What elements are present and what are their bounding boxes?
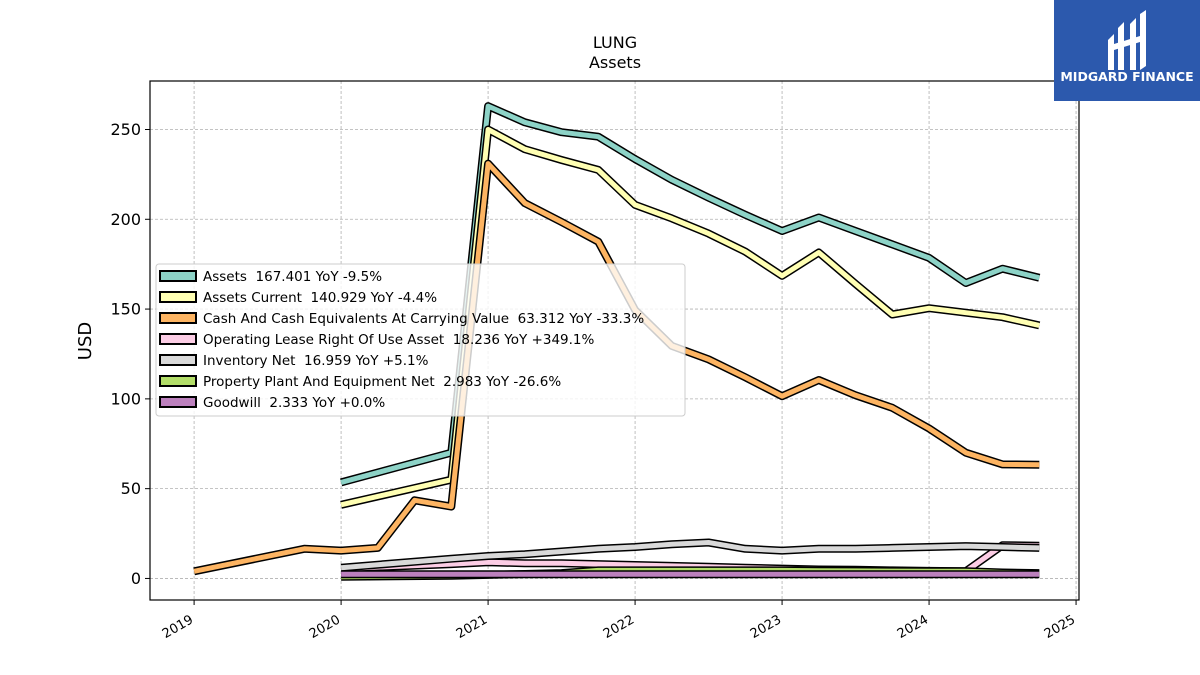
legend-swatch xyxy=(159,312,197,324)
chart-title: LUNG xyxy=(593,33,637,52)
legend-swatch xyxy=(159,375,197,387)
legend-swatch xyxy=(159,354,197,366)
legend-entry: Assets Current 140.929 YoY -4.4% xyxy=(203,290,437,306)
legend-box xyxy=(155,263,686,417)
series-lines xyxy=(193,102,1041,581)
series-line-stroke xyxy=(340,540,1040,571)
legend-entry: Assets 167.401 YoY -9.5% xyxy=(203,269,382,285)
legend-entry: Operating Lease Right Of Use Asset 18.23… xyxy=(203,332,595,348)
legend-swatch xyxy=(159,396,197,408)
legend-swatch xyxy=(159,270,197,282)
plot-frame xyxy=(149,80,1080,601)
legend: Assets 167.401 YoY -9.5% Assets Current 1… xyxy=(155,263,686,417)
y-tick-label: 100 xyxy=(110,389,141,408)
legend-entry: Cash And Cash Equivalents At Carrying Va… xyxy=(203,311,644,327)
chart-subtitle: Assets xyxy=(589,53,641,72)
legend-swatch xyxy=(159,291,197,303)
series-line-stroke xyxy=(340,127,1040,508)
brand-logo: MIDGARD FINANCE xyxy=(1054,0,1200,101)
legend-entry: Goodwill 2.333 YoY +0.0% xyxy=(203,395,385,411)
legend-entry: Inventory Net 16.959 YoY +5.1% xyxy=(203,353,429,369)
legend-entry: Property Plant And Equipment Net 2.983 Y… xyxy=(203,374,561,390)
logo-mark-icon xyxy=(1108,10,1146,70)
y-tick-label: 150 xyxy=(110,300,141,319)
y-axis-label: USD xyxy=(75,322,96,360)
legend-swatch xyxy=(159,333,197,345)
y-tick-label: 50 xyxy=(121,479,141,498)
series-line-stroke xyxy=(340,103,1040,485)
y-tick-label: 250 xyxy=(110,120,141,139)
series-line xyxy=(340,102,1041,487)
brand-name: MIDGARD FINANCE xyxy=(1060,69,1193,84)
series-line xyxy=(340,125,1041,509)
y-tick-label: 200 xyxy=(110,210,141,229)
y-axis-ticks: 0 50 100 150 200 250 xyxy=(110,120,150,588)
y-tick-label: 0 xyxy=(131,569,141,588)
series-line xyxy=(340,538,1040,572)
logo-background xyxy=(1054,0,1200,101)
